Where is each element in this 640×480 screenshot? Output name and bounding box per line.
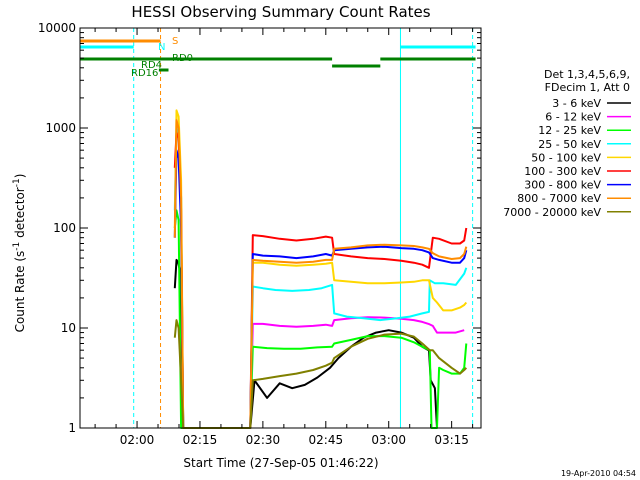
y-tick-label-4: 1000 xyxy=(45,121,76,135)
legend-label-1: 3 - 6 keV xyxy=(552,97,601,110)
y-axis-label-sup2: -1 xyxy=(12,178,22,187)
legend-header-line-1: Det 1,3,4,5,6,9, xyxy=(544,68,630,81)
x-tick-label-1: 02:00 xyxy=(120,433,155,447)
y-axis-label-end: ) xyxy=(13,174,27,179)
annotation-rd4: RD4 xyxy=(141,60,162,71)
series-line-1 xyxy=(173,258,438,429)
axis-ticks: 02:00 02:15 02:30 02:45 03:00 03:15 1 10 100 1000… xyxy=(38,21,481,447)
series-line-5 xyxy=(173,109,468,429)
legend: Det 1,3,4,5,6,9, FDecim 1, Att 0 3 - 6 k… xyxy=(503,68,631,219)
legend-label-9: 7000 - 20000 keV xyxy=(503,206,601,219)
svg-text:Count Rate (s-1 detector-1): Count Rate (s-1 detector-1) xyxy=(12,174,27,333)
series-line-2 xyxy=(249,316,465,429)
legend-label-2: 6 - 12 keV xyxy=(545,111,601,124)
series-line-4 xyxy=(173,127,468,429)
legend-label-3: 12 - 25 keV xyxy=(538,124,601,137)
y-axis-label-mid: detector xyxy=(13,187,27,242)
annotation-rd0: RD0 xyxy=(172,53,193,64)
series-line-8 xyxy=(173,119,468,429)
annotation-rd16: RD16 xyxy=(131,68,158,79)
legend-label-5: 50 - 100 keV xyxy=(531,151,601,164)
x-tick-label-3: 02:30 xyxy=(246,433,281,447)
x-tick-label-6: 03:15 xyxy=(434,433,469,447)
annotation-s: S xyxy=(172,36,178,47)
legend-header-line-2: FDecim 1, Att 0 xyxy=(545,81,630,94)
y-tick-label-1: 1 xyxy=(68,421,76,435)
y-tick-label-2: 10 xyxy=(61,321,76,335)
date-stamp: 19-Apr-2010 04:54 xyxy=(561,469,636,478)
x-tick-label-4: 02:45 xyxy=(309,433,344,447)
x-axis-label: Start Time (27-Sep-05 01:46:22) xyxy=(183,456,378,470)
y-tick-label-3: 100 xyxy=(53,221,76,235)
y-axis-label: Count Rate (s-1 detector-1) xyxy=(12,174,27,333)
annotation-n: N xyxy=(158,42,165,53)
y-tick-label-5: 10000 xyxy=(38,21,76,35)
series-line-3 xyxy=(173,209,468,429)
legend-label-4: 25 - 50 keV xyxy=(538,138,601,151)
y-axis-label-sup1: -1 xyxy=(12,242,22,251)
legend-label-8: 800 - 7000 keV xyxy=(517,192,601,205)
chart-title: HESSI Observing Summary Count Rates xyxy=(131,3,430,21)
y-axis-label-main: Count Rate (s xyxy=(13,251,27,333)
x-tick-label-2: 02:15 xyxy=(183,433,218,447)
plot-frame xyxy=(79,27,482,429)
x-tick-label-5: 03:00 xyxy=(371,433,406,447)
legend-label-6: 100 - 300 keV xyxy=(524,165,601,178)
legend-label-7: 300 - 800 keV xyxy=(524,179,601,192)
